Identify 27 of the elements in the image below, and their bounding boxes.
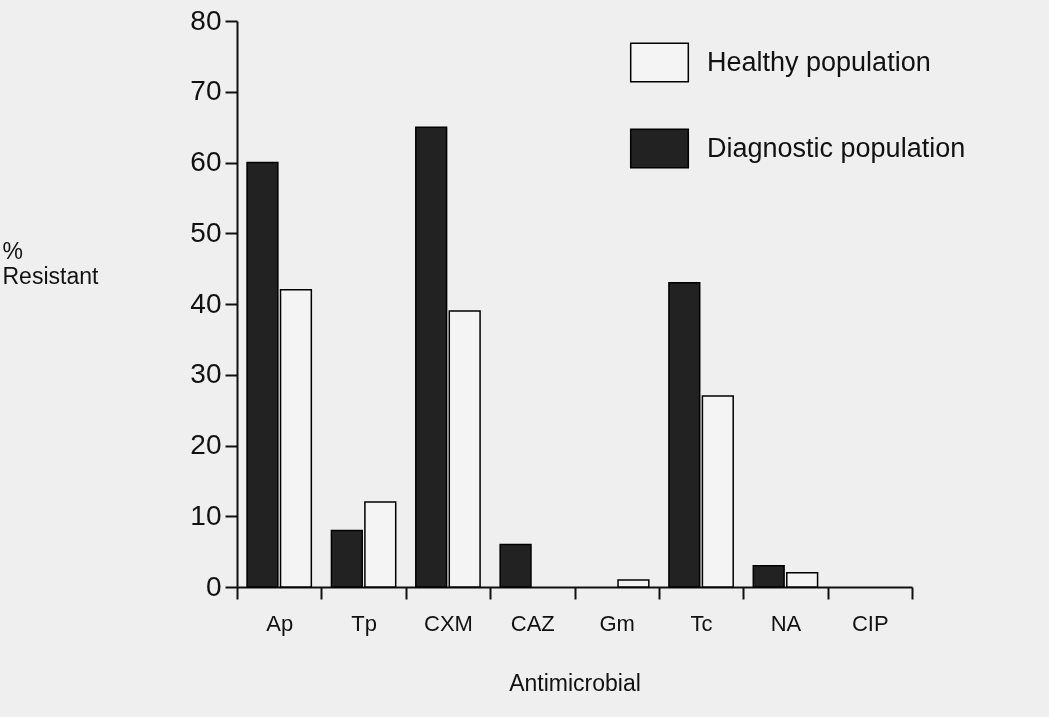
- x-tick-label: Tc: [690, 610, 713, 636]
- x-tick-label: CIP: [851, 610, 889, 636]
- y-axis-title: % Resistant: [2, 237, 99, 289]
- x-tick-label: CAZ: [510, 610, 555, 636]
- y-tick-label: 80: [190, 4, 222, 36]
- bar: [448, 310, 481, 588]
- y-tick-label: 10: [190, 499, 222, 531]
- x-tick-label: Gm: [599, 610, 635, 636]
- x-tick-label: CXM: [423, 610, 473, 636]
- y-tick-label: 60: [190, 146, 222, 177]
- x-axis-title: Antimicrobial: [509, 669, 641, 696]
- y-tick-label: 50: [190, 216, 222, 248]
- bar: [617, 579, 650, 588]
- bar: [499, 543, 532, 588]
- x-tick-label: Ap: [266, 610, 294, 636]
- y-tick-label: 20: [190, 429, 222, 460]
- x-tick-label: NA: [770, 610, 802, 636]
- bar: [668, 282, 701, 588]
- bar: [701, 395, 734, 588]
- x-tick-label: Tp: [351, 610, 377, 636]
- y-tick-label: 40: [190, 287, 222, 319]
- y-tick-label: 0: [205, 570, 222, 602]
- y-tick-label: 30: [190, 358, 222, 390]
- legend-label: Healthy population: [707, 46, 931, 77]
- y-tick-label: 70: [190, 75, 222, 107]
- bar: [415, 126, 448, 588]
- legend-label: Diagnostic population: [707, 132, 966, 163]
